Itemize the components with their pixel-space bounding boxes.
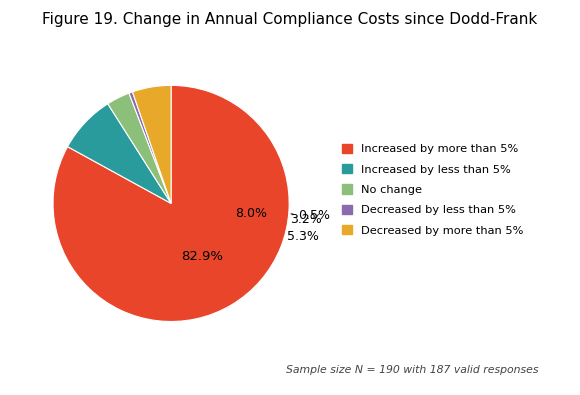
Text: 8.0%: 8.0%: [235, 207, 267, 220]
Wedge shape: [129, 92, 171, 203]
Text: 0.5%: 0.5%: [291, 209, 331, 222]
Wedge shape: [68, 104, 171, 203]
Wedge shape: [53, 85, 289, 322]
Text: 82.9%: 82.9%: [182, 250, 223, 263]
Legend: Increased by more than 5%, Increased by less than 5%, No change, Decreased by le: Increased by more than 5%, Increased by …: [342, 144, 524, 235]
Text: 3.2%: 3.2%: [290, 213, 322, 226]
Text: 5.3%: 5.3%: [287, 230, 318, 243]
Text: Sample size N = 190 with 187 valid responses: Sample size N = 190 with 187 valid respo…: [285, 365, 538, 375]
Wedge shape: [108, 93, 171, 203]
Text: Figure 19. Change in Annual Compliance Costs since Dodd-Frank: Figure 19. Change in Annual Compliance C…: [42, 12, 538, 27]
Wedge shape: [132, 85, 171, 203]
